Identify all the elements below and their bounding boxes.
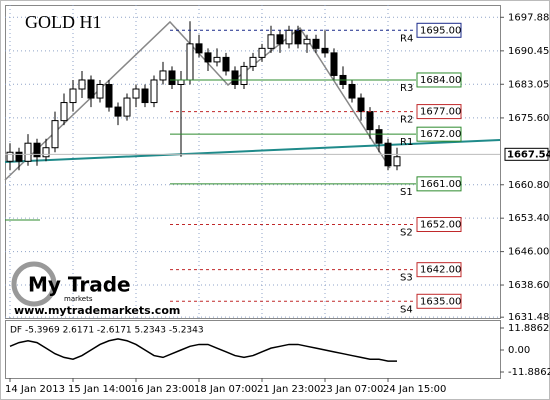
level-label: 1695.00 <box>420 25 461 36</box>
y-tick-label: 1631.48 <box>508 312 549 323</box>
logo-sub: markets <box>64 295 93 303</box>
candle-body <box>276 34 284 45</box>
candle-body <box>78 79 86 90</box>
level-name: R2 <box>400 115 413 126</box>
x-tick-label: 16 Jan 23:00 <box>131 384 194 395</box>
candle-body <box>168 70 176 85</box>
candle-body <box>159 70 167 81</box>
candle-body <box>222 56 230 72</box>
level-box <box>416 72 462 88</box>
price-box <box>504 147 549 161</box>
y-tick-label: 1660.80 <box>508 180 549 191</box>
level-label: 1684.00 <box>420 75 461 86</box>
candle-body <box>87 79 95 99</box>
candle-body <box>150 79 158 104</box>
chart-title: GOLD H1 <box>25 12 102 32</box>
candle-body <box>240 65 248 85</box>
x-tick-label: 24 Jan 15:00 <box>383 384 446 395</box>
indicator-tick-label: 11.8862 <box>508 323 549 334</box>
candle-body <box>105 83 113 108</box>
candle-body <box>132 88 140 99</box>
level-name: S3 <box>400 273 413 284</box>
candle-body <box>375 129 383 144</box>
candle-body <box>213 56 221 63</box>
level-box <box>416 293 462 309</box>
website: www.mytrademarkets.com <box>14 304 180 317</box>
level-name: R1 <box>400 137 413 148</box>
candle-body <box>258 47 266 58</box>
zigzag-line <box>4 20 391 181</box>
candle-body <box>6 151 14 162</box>
candle-body <box>51 120 59 149</box>
price-label: 1667.54 <box>507 149 550 160</box>
y-tick-label: 1653.40 <box>508 213 549 224</box>
y-tick-label: 1683.05 <box>508 79 549 90</box>
level-box <box>416 22 462 38</box>
level-box <box>416 217 462 233</box>
candle-body <box>204 52 212 63</box>
candle-body <box>249 56 257 67</box>
candle-body <box>123 97 131 117</box>
level-box <box>416 176 462 192</box>
x-tick-label: 23 Jan 07:00 <box>320 384 383 395</box>
level-name: S1 <box>400 187 413 198</box>
candle-body <box>33 142 41 158</box>
logo-mark <box>11 261 57 307</box>
candle-body <box>114 106 122 117</box>
x-tick-label: 21 Jan 23:00 <box>257 384 320 395</box>
candle-body <box>321 47 329 54</box>
candle-body <box>303 38 311 45</box>
candle-body <box>186 43 194 81</box>
candle-body <box>42 147 50 158</box>
level-name: S4 <box>400 304 413 315</box>
x-tick-label: 14 Jan 2013 <box>5 384 65 395</box>
level-box <box>416 126 462 142</box>
level-name: R3 <box>400 83 413 94</box>
y-tick-label: 1690.45 <box>508 46 549 57</box>
level-name: S2 <box>400 228 413 239</box>
level-name: R4 <box>400 33 413 44</box>
candle-body <box>69 88 77 104</box>
candle-body <box>15 151 23 162</box>
candle-body <box>366 111 374 131</box>
candle-body <box>357 97 365 113</box>
y-tick-label: 1675.60 <box>508 113 549 124</box>
level-label: 1642.00 <box>420 265 461 276</box>
indicator-panel <box>5 320 501 379</box>
candle-body <box>348 83 356 99</box>
candle-body <box>267 34 275 49</box>
level-label: 1661.00 <box>420 179 461 190</box>
candle-body <box>60 102 68 122</box>
candle-body <box>96 83 104 99</box>
y-tick-label: 1697.88 <box>508 12 549 23</box>
level-label: 1652.00 <box>420 220 461 231</box>
y-tick-label: 1646.00 <box>508 247 549 258</box>
candle-body <box>294 29 302 45</box>
y-tick-label: 1638.60 <box>508 280 549 291</box>
x-tick-label: 15 Jan 14:00 <box>68 384 131 395</box>
indicator-line <box>9 338 397 362</box>
level-box <box>416 262 462 278</box>
logo: My Trade markets www.mytrademarkets.com <box>11 261 180 317</box>
candle-body <box>177 79 185 85</box>
indicator-label: DF -5.3969 2.6171 -2.6171 5.2343 -5.2343 <box>10 326 204 336</box>
level-box <box>416 104 462 120</box>
candle-body <box>195 43 203 54</box>
level-label: 1677.00 <box>420 107 461 118</box>
candle-body <box>393 156 401 167</box>
logo-text: My Trade <box>28 273 131 297</box>
x-tick-label: 18 Jan 07:00 <box>194 384 257 395</box>
level-label: 1672.00 <box>420 129 461 140</box>
candle-body <box>141 88 149 104</box>
candle-body <box>312 38 320 49</box>
trend-line <box>4 139 501 163</box>
indicator-tick-label: -11.8862 <box>508 367 550 378</box>
candle-body <box>330 52 338 76</box>
candle-body <box>285 29 293 45</box>
candle-body <box>231 70 239 85</box>
indicator-tick-label: 0.00 <box>508 345 530 356</box>
candle-body <box>24 142 32 162</box>
level-label: 1635.00 <box>420 296 461 307</box>
